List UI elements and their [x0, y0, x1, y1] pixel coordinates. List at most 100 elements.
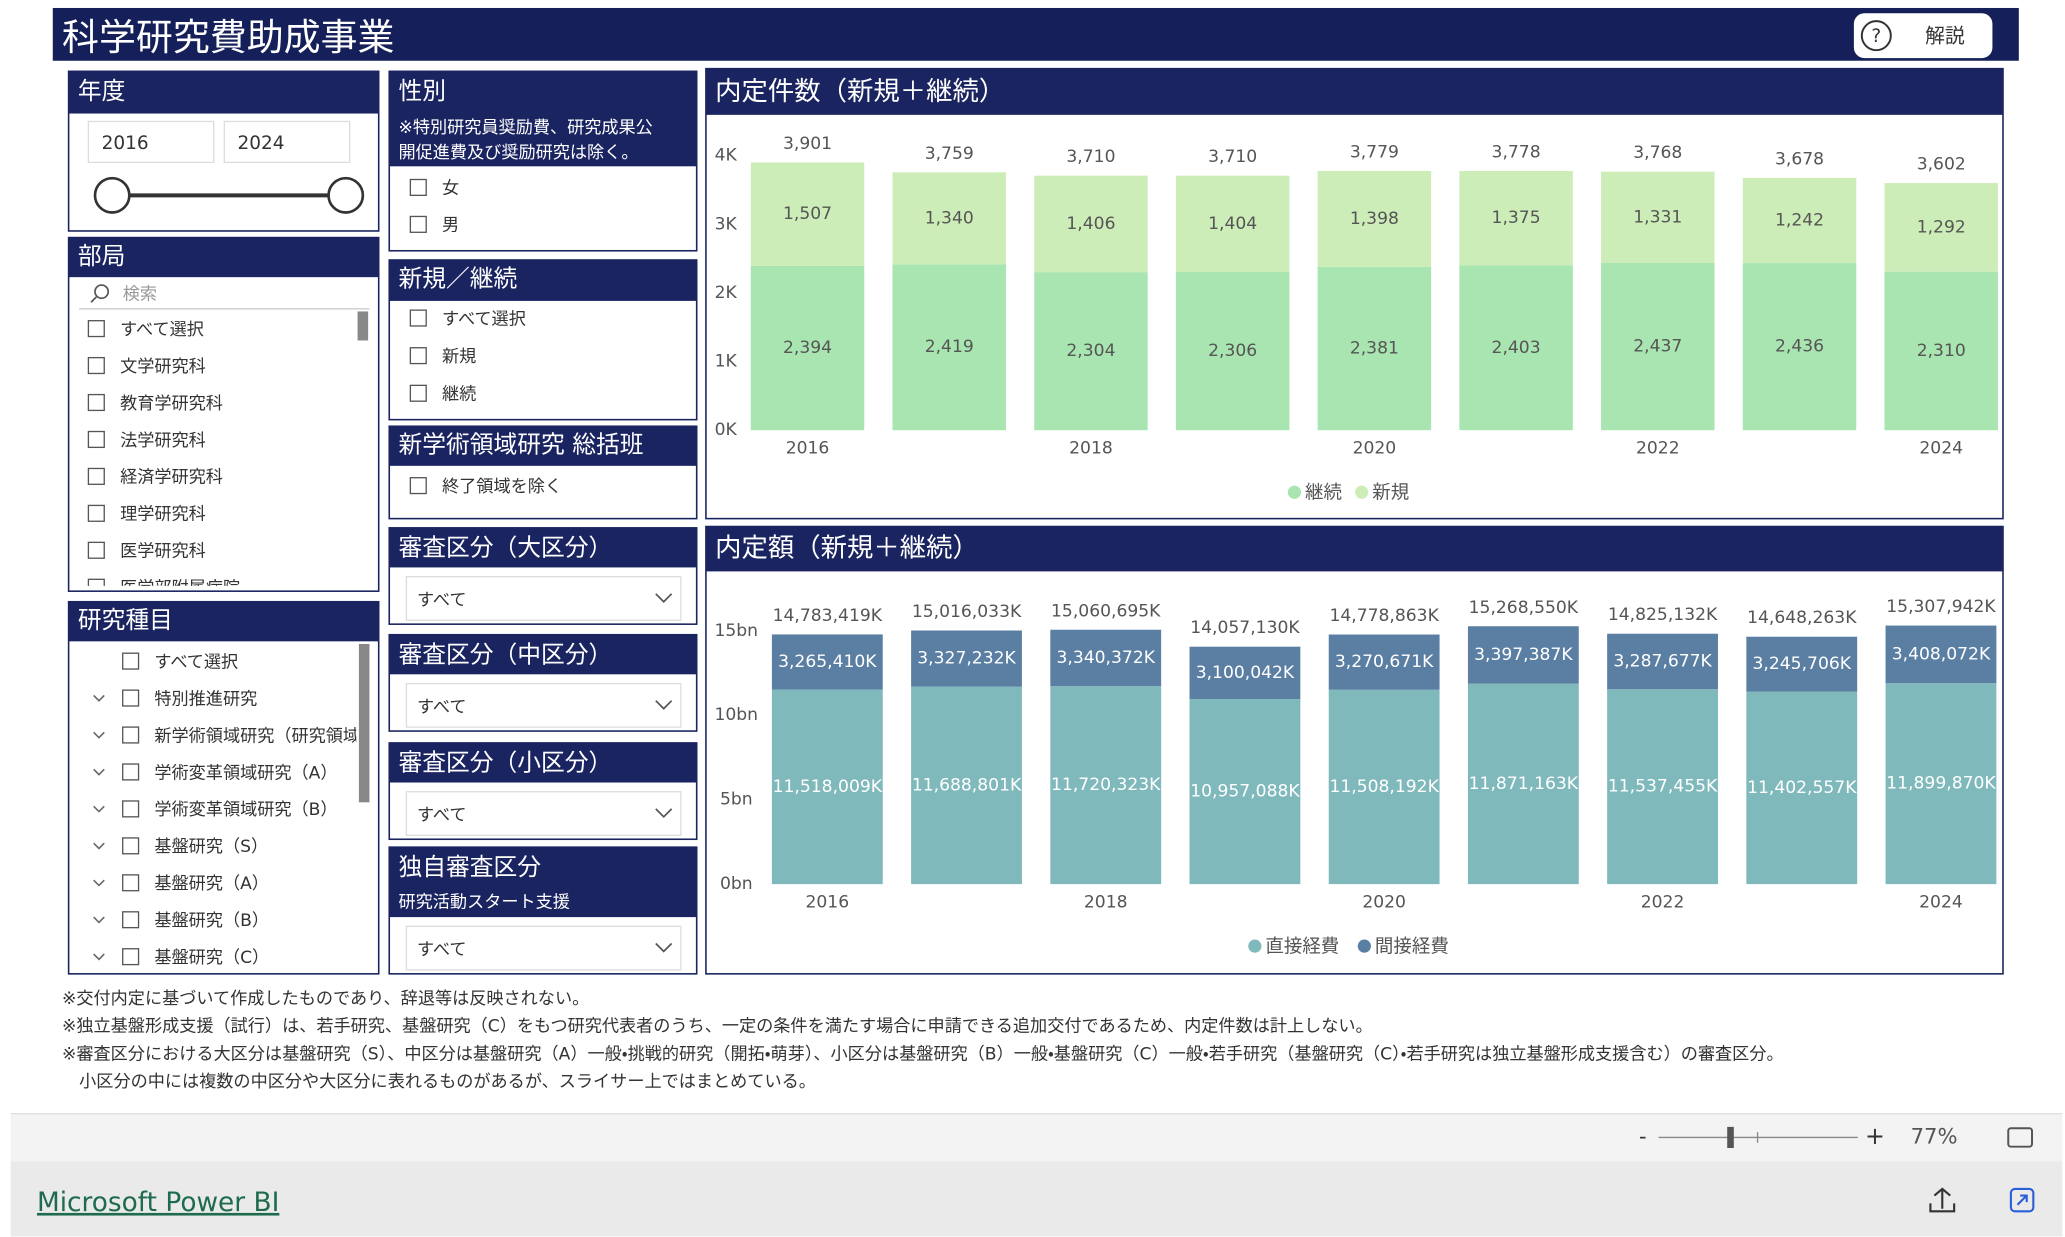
checkbox[interactable]	[87, 578, 105, 595]
checkbox[interactable]	[409, 384, 427, 402]
year-to-input[interactable]	[223, 120, 351, 164]
legend-label[interactable]: 新規	[1372, 483, 1409, 504]
expand-chevron[interactable]	[93, 694, 105, 702]
checkbox[interactable]	[87, 541, 105, 559]
scrollbar[interactable]	[358, 643, 370, 803]
checkbox[interactable]	[409, 215, 427, 233]
year-from-input[interactable]	[87, 120, 215, 164]
checkbox-label[interactable]: 新学術領域研究（研究領域提案型）	[154, 726, 428, 746]
help-button[interactable]	[1853, 13, 1993, 59]
dropdown[interactable]	[405, 791, 682, 836]
checkbox[interactable]	[87, 356, 105, 375]
data-label: 2,381	[1350, 339, 1399, 359]
checkbox[interactable]	[87, 320, 105, 338]
checkbox[interactable]	[122, 763, 140, 781]
footnote: ※交付内定に基づいて作成したものであり、辞退等は反映されない。	[62, 989, 589, 1009]
scrollbar[interactable]	[357, 311, 369, 341]
checkbox-label[interactable]: 教育学研究科	[120, 394, 223, 414]
checkbox-label[interactable]: 新規	[442, 347, 476, 367]
checkbox[interactable]	[122, 689, 140, 707]
expand-chevron[interactable]	[93, 879, 105, 887]
checkbox[interactable]	[122, 911, 140, 929]
checkbox-label[interactable]: 継続	[442, 385, 476, 405]
checkbox-label[interactable]: 基盤研究（B）	[154, 911, 269, 931]
checkbox-label[interactable]: 基盤研究（A）	[154, 874, 269, 894]
checkbox-label[interactable]: 医学部附属病院	[120, 579, 240, 599]
checkbox[interactable]	[87, 430, 105, 449]
checkbox-label[interactable]: 基盤研究（C）	[154, 948, 269, 968]
zoom-handle[interactable]	[1727, 1126, 1734, 1149]
checkbox-label[interactable]: 終了領域を除く	[442, 477, 562, 497]
fit-page-button[interactable]	[2007, 1127, 2034, 1148]
bar-segment	[892, 172, 1006, 265]
checkbox-label[interactable]: 女	[442, 179, 459, 199]
brand-link[interactable]: Microsoft Power BI	[37, 1188, 279, 1218]
expand-chevron[interactable]	[93, 916, 105, 924]
checkbox[interactable]	[122, 726, 140, 744]
expand-chevron[interactable]	[93, 768, 105, 776]
bar-segment	[1467, 626, 1579, 684]
checkbox[interactable]	[122, 652, 140, 670]
legend-label[interactable]: 間接経費	[1375, 936, 1449, 957]
x-tick-label: 2018	[1069, 439, 1113, 459]
checkbox-label[interactable]: 特別推進研究	[154, 689, 257, 709]
share-button[interactable]	[1929, 1187, 1956, 1213]
help-label[interactable]: 解説	[1925, 25, 1965, 48]
checkbox-label[interactable]: すべて選択	[120, 320, 204, 340]
checkbox-label[interactable]: 法学研究科	[120, 431, 206, 451]
legend-label[interactable]: 継続	[1305, 483, 1342, 504]
checkbox-label[interactable]: 文学研究科	[120, 357, 206, 377]
checkbox-label[interactable]: 学術変革領域研究（A）	[154, 763, 337, 783]
checkbox[interactable]	[122, 837, 140, 855]
dropdown[interactable]	[405, 682, 682, 728]
checkbox[interactable]	[122, 800, 140, 818]
bar-segment	[1746, 691, 1858, 885]
data-label: 10,957,088K	[1190, 782, 1300, 802]
y-tick-label: 2K	[715, 283, 738, 303]
slicer-header	[389, 847, 697, 918]
checkbox[interactable]	[87, 393, 105, 412]
expand-button[interactable]	[2009, 1187, 2035, 1213]
checkbox[interactable]	[122, 874, 140, 892]
dropdown[interactable]	[405, 576, 682, 621]
bar-segment	[1459, 170, 1573, 266]
search-box[interactable]: 検索	[123, 284, 157, 304]
year-to: 2024	[238, 133, 285, 154]
checkbox-label[interactable]: 基盤研究（S）	[154, 837, 268, 857]
dropdown-chevron	[655, 593, 673, 603]
dropdown[interactable]	[405, 925, 682, 971]
checkbox[interactable]	[87, 504, 105, 522]
expand-chevron[interactable]	[93, 731, 105, 739]
expand-chevron[interactable]	[93, 805, 105, 813]
slider-handle[interactable]	[327, 176, 365, 214]
checkbox[interactable]	[409, 178, 427, 196]
checkbox[interactable]	[122, 948, 140, 966]
zoom-out[interactable]: -	[1639, 1123, 1647, 1148]
y-tick-label: 0bn	[720, 874, 753, 894]
expand-chevron[interactable]	[93, 842, 105, 850]
data-label: 1,242	[1775, 210, 1824, 230]
data-label: 11,537,455K	[1608, 777, 1718, 797]
checkbox-label[interactable]: すべて選択	[442, 309, 526, 329]
zoom-in[interactable]: +	[1865, 1122, 1885, 1150]
total-label: 3,678	[1775, 149, 1824, 169]
checkbox-label[interactable]: 医学研究科	[120, 542, 206, 562]
checkbox[interactable]	[409, 347, 427, 365]
checkbox-label[interactable]: 男	[442, 216, 459, 236]
checkbox-label[interactable]: すべて選択	[154, 652, 238, 672]
dropdown-chevron	[655, 700, 673, 710]
slicer-note: ※特別研究員奨励費、研究成果公	[398, 118, 652, 138]
checkbox-label[interactable]: 理学研究科	[120, 505, 206, 525]
checkbox[interactable]	[409, 477, 427, 495]
chart-header	[705, 526, 2003, 572]
checkbox-label[interactable]: 学術変革領域研究（B）	[154, 800, 337, 820]
bar-segment	[750, 162, 865, 266]
expand-chevron[interactable]	[93, 953, 105, 961]
checkbox[interactable]	[87, 467, 105, 485]
checkbox[interactable]	[409, 309, 427, 327]
bar-segment	[1742, 177, 1857, 264]
legend-label[interactable]: 直接経費	[1265, 936, 1339, 957]
checkbox-label[interactable]: 経済学研究科	[120, 468, 223, 488]
slider-handle[interactable]	[93, 176, 131, 214]
